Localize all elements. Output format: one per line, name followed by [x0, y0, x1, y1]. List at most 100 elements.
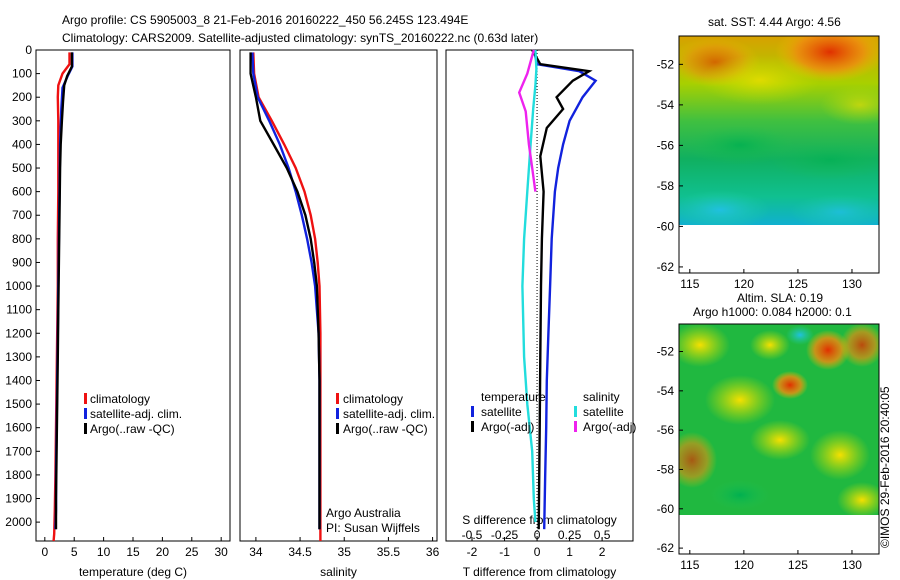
credit-line-1: Argo Australia	[326, 506, 401, 520]
x-axis-label: T difference from climatology	[463, 565, 617, 579]
depth-tick-label: 0	[25, 43, 32, 57]
x-tick-label: 10	[97, 545, 111, 559]
sst-map-title: sat. SST: 4.44 Argo: 4.56	[708, 15, 841, 29]
map-y-tick-label: -52	[657, 57, 675, 71]
figure-title-line-1: Argo profile: CS 5905003_8 21-Feb-2016 2…	[62, 13, 468, 27]
legend-swatch-argo	[336, 423, 339, 434]
map-x-tick-label: 125	[788, 277, 808, 291]
legend-satellite-adj: satellite-adj. clim.	[343, 407, 435, 421]
x-axis-label: salinity	[320, 565, 357, 579]
depth-tick-label: 300	[12, 114, 32, 128]
map-y-tick-label: -56	[657, 138, 675, 152]
secondary-tick-label: 0.5	[594, 528, 611, 542]
secondary-tick-label: -0.5	[462, 528, 483, 542]
legend-salinity-head: salinity	[583, 390, 620, 404]
series-line-argo-raw-qc-	[249, 52, 321, 530]
legend-climatology: climatology	[90, 392, 150, 406]
x-tick-label: 20	[156, 545, 170, 559]
sla-map-title-1: Altim. SLA: 0.19	[737, 291, 823, 305]
sst-map-image	[679, 36, 879, 225]
legend-satellite-adj: satellite-adj. clim.	[90, 407, 182, 421]
x-tick-label: -1	[499, 545, 510, 559]
legend-swatch-temp-argo	[471, 421, 474, 432]
map-x-tick-label: 120	[734, 558, 754, 572]
map-y-tick-label: -62	[657, 541, 675, 555]
x-axis-label: temperature (deg C)	[79, 565, 187, 579]
x-tick-label: 35	[338, 545, 352, 559]
difference-panel-frame	[445, 49, 634, 542]
depth-tick-label: 1800	[5, 468, 32, 482]
legend-sal-argo: Argo(-adj)	[583, 420, 636, 434]
x-tick-label: -2	[467, 545, 478, 559]
x-tick-label: 35.5	[377, 545, 401, 559]
secondary-tick-label: 0.25	[558, 528, 582, 542]
depth-tick-label: 900	[12, 255, 32, 269]
depth-tick-label: 1600	[5, 421, 32, 435]
temperature-legend: climatology satellite-adj. clim. Argo(..…	[84, 392, 182, 436]
depth-tick-label: 100	[12, 67, 32, 81]
salinity-panel-frame	[239, 49, 438, 542]
x-tick-label: 1	[566, 545, 573, 559]
x-tick-label: 34	[249, 545, 263, 559]
salinity-legend: climatology satellite-adj. clim. Argo(..…	[336, 392, 435, 436]
map-y-tick-label: -60	[657, 502, 675, 516]
x-tick-label: 0	[41, 545, 48, 559]
series-line-salinity-satellite	[521, 49, 538, 523]
sla-map-image	[679, 324, 879, 515]
map-x-tick-label: 115	[680, 277, 699, 291]
series-line-temperature-argo-adj-	[531, 49, 593, 530]
depth-tick-label: 1100	[6, 303, 32, 317]
depth-tick-label: 1900	[5, 492, 32, 506]
depth-tick-label: 600	[12, 185, 32, 199]
x-tick-label: 25	[185, 545, 199, 559]
x-tick-label: 0	[534, 545, 541, 559]
map-y-tick-label: -54	[657, 98, 675, 112]
legend-swatch-argo	[84, 423, 87, 434]
depth-tick-label: 2000	[5, 515, 32, 529]
legend-temperature-head: temperature	[481, 390, 546, 404]
map-y-tick-label: -62	[657, 260, 675, 274]
depth-tick-label: 1300	[5, 350, 32, 364]
legend-temp-argo: Argo(-adj)	[481, 420, 534, 434]
map-y-tick-label: -54	[657, 384, 675, 398]
legend-swatch-sal-satellite	[574, 406, 577, 417]
depth-tick-label: 1700	[5, 444, 32, 458]
legend-sal-satellite: satellite	[583, 405, 624, 419]
x-tick-label: 5	[71, 545, 78, 559]
legend-swatch-satellite	[84, 408, 87, 419]
depth-tick-label: 1400	[5, 373, 32, 387]
legend-swatch-satellite	[336, 408, 339, 419]
map-x-tick-label: 120	[734, 277, 754, 291]
map-x-tick-label: 130	[842, 277, 862, 291]
figure-title-line-2: Climatology: CARS2009. Satellite-adjuste…	[62, 31, 538, 45]
map-x-tick-label: 115	[680, 558, 699, 572]
x-tick-label: 36	[426, 545, 440, 559]
depth-tick-label: 800	[12, 232, 32, 246]
legend-swatch-climatology	[84, 393, 87, 404]
depth-tick-label: 1200	[5, 326, 32, 340]
x-tick-label: 2	[599, 545, 606, 559]
secondary-tick-label: 0	[534, 528, 541, 542]
x-tick-label: 15	[126, 545, 140, 559]
series-line-argo-raw-qc-	[54, 52, 74, 530]
map-x-tick-label: 130	[842, 558, 862, 572]
sla-map-title-2: Argo h1000: 0.084 h2000: 0.1	[693, 305, 852, 319]
legend-climatology: climatology	[343, 392, 403, 406]
map-y-tick-label: -58	[657, 462, 675, 476]
legend-argo-raw: Argo(..raw -QC)	[343, 422, 428, 436]
credit-line-2: PI: Susan Wijffels	[326, 521, 420, 535]
copyright-note: ©IMOS 29-Feb-2016 20:40:05	[878, 386, 892, 548]
legend-argo-raw: Argo(..raw -QC)	[90, 422, 175, 436]
temperature-panel-frame	[35, 49, 231, 542]
x-tick-label: 30	[215, 545, 229, 559]
legend-swatch-climatology	[336, 393, 339, 404]
difference-legend: temperature salinity satellite Argo(-adj…	[471, 390, 636, 434]
legend-temp-satellite: satellite	[481, 405, 522, 419]
depth-tick-label: 1500	[5, 397, 32, 411]
map-y-tick-label: -60	[657, 219, 675, 233]
map-x-tick-label: 125	[788, 558, 808, 572]
sst-map-frame	[678, 35, 880, 274]
depth-tick-label: 500	[12, 161, 32, 175]
series-line-salinity-argo-adj-	[517, 49, 537, 192]
